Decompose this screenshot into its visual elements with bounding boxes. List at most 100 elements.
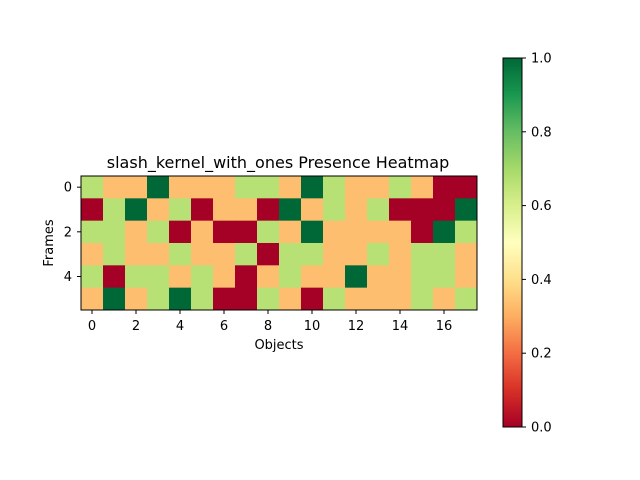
heatmap-cell — [235, 242, 258, 266]
heatmap-cell — [411, 242, 434, 266]
heatmap-cell — [433, 220, 456, 244]
heatmap-cell — [367, 176, 390, 199]
chart-title: slash_kernel_with_ones Presence Heatmap — [107, 153, 449, 173]
heatmap-cell — [433, 265, 456, 289]
heatmap-cell — [345, 287, 368, 311]
x-axis-label: Objects — [254, 338, 303, 353]
heatmap-cell — [147, 242, 170, 266]
heatmap-cell — [389, 176, 412, 199]
heatmap-cell — [81, 242, 104, 266]
heatmap-cell — [345, 198, 368, 222]
heatmap-cell — [147, 176, 170, 199]
heatmap-cell — [213, 265, 236, 289]
heatmap-cell — [103, 198, 126, 222]
heatmap-cell — [411, 176, 434, 199]
colorbar-tick-label: 0.0 — [531, 421, 552, 436]
heatmap-cell — [257, 242, 280, 266]
heatmap-cell — [125, 198, 148, 222]
heatmap-cell — [191, 242, 214, 266]
x-tick-label: 0 — [88, 319, 96, 334]
heatmap-cell — [389, 265, 412, 289]
heatmap-cell — [455, 287, 478, 311]
heatmap-cell — [323, 198, 346, 222]
heatmap-cell — [235, 265, 258, 289]
heatmap-cell — [367, 242, 390, 266]
heatmap-cell — [235, 287, 258, 311]
heatmap-cell — [81, 198, 104, 222]
x-tick-label: 16 — [436, 319, 453, 334]
heatmap-cell — [147, 198, 170, 222]
x-tick-label: 12 — [348, 319, 365, 334]
heatmap-cell — [279, 265, 302, 289]
y-tick-label: 2 — [64, 225, 72, 240]
heatmap-cell — [103, 242, 126, 266]
plot-frame — [80, 175, 478, 311]
heatmap-cell — [323, 287, 346, 311]
x-tick-label: 6 — [220, 319, 228, 334]
heatmap-cell — [345, 220, 368, 244]
heatmap-cell — [433, 287, 456, 311]
heatmap-cell — [213, 242, 236, 266]
heatmap-cell — [257, 198, 280, 222]
heatmap-cell — [433, 198, 456, 222]
heatmap-cell — [213, 198, 236, 222]
heatmap-cell — [367, 287, 390, 311]
heatmap-cell — [235, 198, 258, 222]
heatmap-cell — [433, 176, 456, 199]
colorbar — [502, 57, 523, 428]
heatmap-cell — [279, 242, 302, 266]
heatmap-cell — [323, 176, 346, 199]
heatmap-cell — [279, 287, 302, 311]
heatmap-cell — [301, 176, 324, 199]
heatmap-cell — [411, 220, 434, 244]
heatmap-cell — [103, 265, 126, 289]
heatmap-cell — [191, 176, 214, 199]
x-tick-label: 8 — [264, 319, 272, 334]
heatmap-cell — [301, 242, 324, 266]
heatmap-cell — [433, 242, 456, 266]
y-tick-label: 0 — [64, 181, 72, 196]
heatmap-cell — [103, 176, 126, 199]
heatmap-cell — [455, 242, 478, 266]
heatmap-cell — [279, 198, 302, 222]
heatmap-cell — [125, 287, 148, 311]
heatmap-cell — [191, 220, 214, 244]
heatmap-cell — [191, 265, 214, 289]
heatmap-cell — [257, 287, 280, 311]
heatmap-cell — [345, 176, 368, 199]
heatmap-cell — [455, 176, 478, 199]
heatmap-cell — [323, 242, 346, 266]
heatmap-cell — [169, 242, 192, 266]
heatmap-cell — [147, 220, 170, 244]
y-axis-label: Frames — [42, 219, 57, 267]
heatmap-cell — [169, 220, 192, 244]
heatmap-cell — [345, 242, 368, 266]
heatmap-cell — [125, 220, 148, 244]
heatmap-cells — [81, 176, 478, 311]
heatmap-cell — [235, 176, 258, 199]
heatmap-cell — [301, 220, 324, 244]
x-tick-label: 10 — [304, 319, 321, 334]
heatmap-cell — [279, 176, 302, 199]
heatmap-cell — [367, 220, 390, 244]
heatmap-cell — [81, 220, 104, 244]
colorbar-tick-label: 1.0 — [531, 52, 552, 67]
heatmap-cell — [235, 220, 258, 244]
heatmap-cell — [169, 198, 192, 222]
heatmap-cell — [169, 176, 192, 199]
heatmap-cell — [389, 198, 412, 222]
heatmap-cell — [147, 265, 170, 289]
heatmap-cell — [103, 220, 126, 244]
heatmap-cell — [125, 265, 148, 289]
heatmap-cell — [389, 287, 412, 311]
colorbar-tick-label: 0.4 — [531, 273, 552, 288]
x-tick-label: 2 — [132, 319, 140, 334]
heatmap-cell — [323, 265, 346, 289]
heatmap-cell — [169, 265, 192, 289]
heatmap-cell — [191, 287, 214, 311]
heatmap-cell — [455, 265, 478, 289]
x-tick-label: 4 — [176, 319, 184, 334]
heatmap-cell — [301, 287, 324, 311]
heatmap-cell — [411, 198, 434, 222]
